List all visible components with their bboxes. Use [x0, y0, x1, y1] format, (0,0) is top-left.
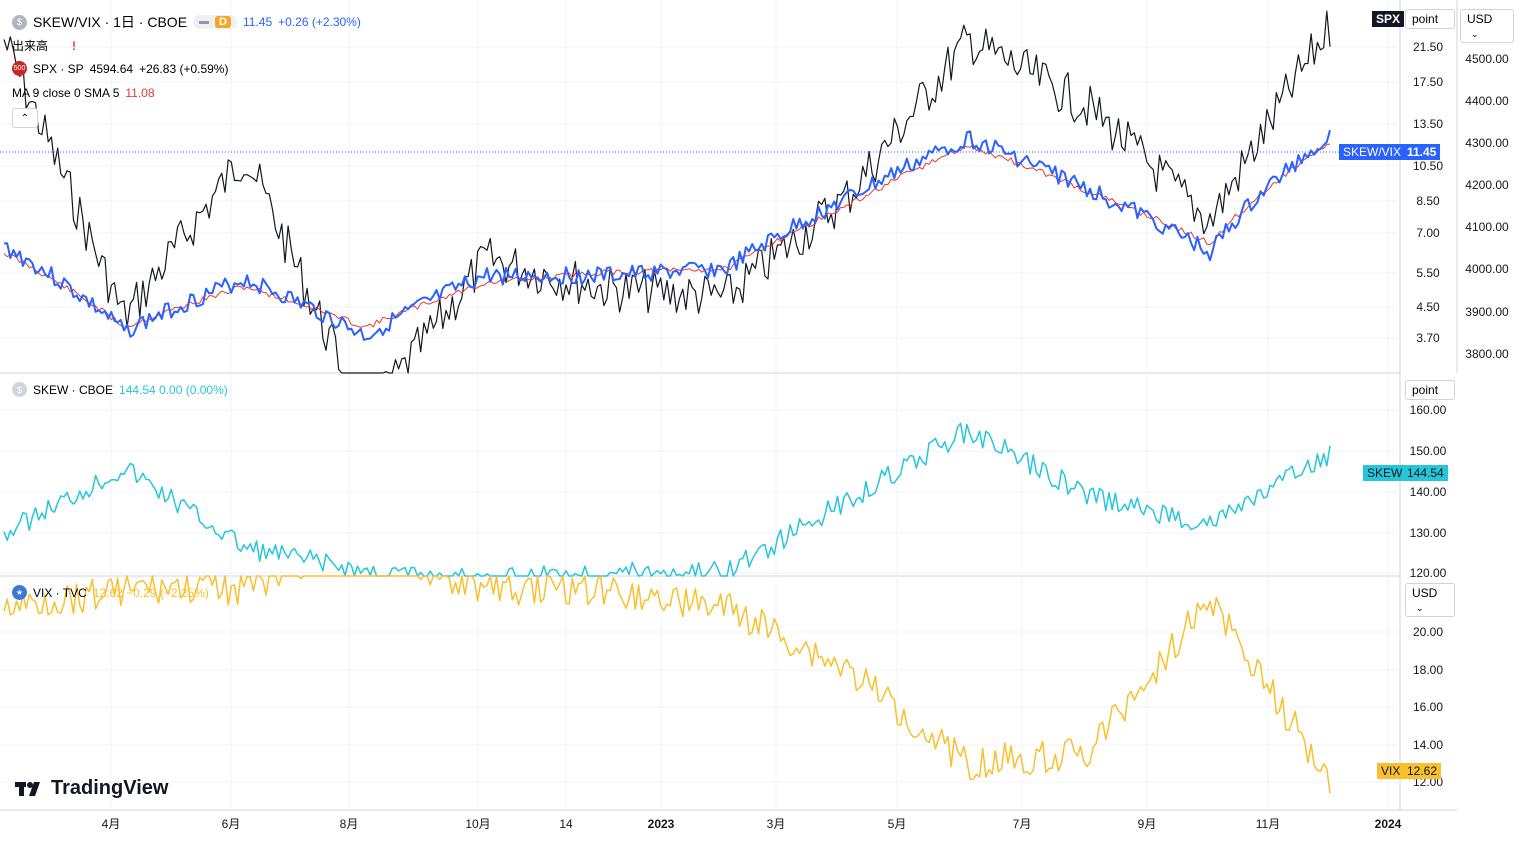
ma-legend-value: 11.08	[125, 86, 155, 100]
pane1-left-tick: 5.50	[1416, 266, 1440, 280]
vix-series-line	[3, 575, 1331, 794]
pane1-right-tick: 3900.00	[1465, 305, 1509, 319]
vix-name-label: VIX	[1377, 763, 1405, 779]
time-axis-label: 5月	[888, 817, 907, 831]
pane1-right-tick: 4200.00	[1465, 178, 1509, 192]
pane3-tick: 16.00	[1413, 700, 1443, 714]
interval-pill[interactable]: D	[193, 15, 237, 29]
pane3-tick: 18.00	[1413, 663, 1443, 677]
pane3-currency-button[interactable]: USD ⌄	[1405, 583, 1455, 617]
main-price: 11.45	[242, 15, 273, 29]
pane1-right-tick: 4300.00	[1465, 136, 1509, 150]
time-axis-label: 9月	[1138, 817, 1157, 831]
time-axis-label: 4月	[102, 817, 121, 831]
skew-value-label: 144.54	[1403, 465, 1448, 481]
pane2-tick: 160.00	[1410, 403, 1447, 417]
skew-legend-values: 144.54 0.00 (0.00%)	[119, 382, 228, 397]
time-axis-label: 11月	[1256, 817, 1280, 831]
pane1-right-tick: 4100.00	[1465, 220, 1509, 234]
pane2-scale-button[interactable]: point	[1405, 380, 1455, 400]
time-axis-label: 3月	[767, 817, 786, 831]
line-style-icon	[199, 20, 210, 24]
vix-legend-values: 12.62 −0.29 (−2.25%)	[92, 585, 209, 600]
main-legend[interactable]: $ SKEW/VIX · 1日 · CBOE D 11.45 +0.26 (+2…	[12, 12, 361, 32]
ma-series-line	[3, 143, 1331, 330]
pane1-left-tick: 17.50	[1413, 75, 1443, 89]
axis-labels: 4月 6月 8月 10月 14 2023 3月 5月 7月 9月 11月 2024 21.50 17.50…	[102, 40, 1509, 831]
symbol-dollar-icon: $	[12, 14, 27, 30]
time-axis-label: 10月	[465, 817, 490, 831]
pane2-tick: 130.00	[1410, 526, 1447, 540]
vix-value-label: 12.62	[1403, 763, 1442, 779]
tradingview-logo[interactable]: TradingView	[15, 777, 168, 800]
skew-series-line	[3, 422, 1331, 577]
tradingview-logo-icon	[15, 781, 40, 796]
pane2-tick: 150.00	[1410, 444, 1447, 458]
time-axis-label: 7月	[1013, 817, 1032, 831]
currency-label: USD	[1467, 12, 1493, 26]
us-flag-icon: ★	[12, 585, 27, 600]
time-axis-label: 14	[559, 817, 573, 831]
volume-legend[interactable]: 出来高 !	[12, 37, 76, 54]
pane3-tick: 14.00	[1413, 738, 1443, 752]
pane1-right-tick: 4500.00	[1465, 52, 1509, 66]
volume-alert-icon[interactable]: !	[72, 38, 77, 53]
pane2-tick: 140.00	[1410, 485, 1447, 499]
pane1-left-tick: 4.50	[1416, 300, 1440, 314]
volume-label: 出来高	[12, 39, 49, 53]
pane1-left-tick: 21.50	[1413, 40, 1443, 54]
pane1-left-tick: 10.50	[1413, 159, 1443, 173]
skew-name-label: SKEW	[1363, 465, 1407, 481]
chevron-up-icon: ⌃	[20, 112, 30, 124]
pane1-left-tick: 8.50	[1416, 194, 1440, 208]
series-layer	[3, 10, 1331, 794]
main-change: +0.26 (+2.30%)	[278, 15, 361, 29]
time-axis-label: 2023	[648, 817, 675, 831]
spx-legend-value: 4594.64	[89, 61, 134, 76]
time-axis-label: 6月	[222, 817, 241, 831]
pane3-currency-label: USD	[1412, 586, 1438, 600]
interval-badge: D	[215, 16, 231, 28]
pane1-right-tick: 4000.00	[1465, 262, 1509, 276]
chevron-down-icon: ⌄	[1471, 29, 1479, 39]
skewvix-name-label: SKEW/VIX	[1339, 144, 1406, 160]
spx-series-line	[3, 10, 1331, 374]
ma-legend[interactable]: MA 9 close 0 SMA 5 11.08	[12, 86, 155, 100]
pane1-left-tick: 3.70	[1416, 331, 1440, 345]
grid-lines	[0, 0, 1400, 810]
currency-button[interactable]: USD ⌄	[1460, 9, 1514, 43]
skew-legend-text: SKEW · CBOE	[33, 382, 114, 397]
vix-legend[interactable]: ★ VIX · TVC 12.62 −0.29 (−2.25%)	[12, 585, 209, 600]
skewvix-value-label: 11.45	[1403, 144, 1441, 160]
skew-legend[interactable]: $ SKEW · CBOE 144.54 0.00 (0.00%)	[12, 382, 228, 397]
chevron-down-icon: ⌄	[1416, 603, 1424, 613]
spx-legend-change: +26.83 (+0.59%)	[139, 61, 229, 76]
pane3-tick: 20.00	[1413, 625, 1443, 639]
vix-legend-text: VIX · TVC	[33, 585, 87, 600]
spx-price-label: SPX	[1372, 11, 1405, 27]
skew-dollar-icon: $	[12, 382, 27, 397]
pane1-left-tick: 13.50	[1413, 117, 1443, 131]
collapse-legend-button[interactable]: ⌃	[12, 108, 38, 128]
time-axis-label: 8月	[340, 817, 359, 831]
spx-logo-icon: 500	[12, 61, 27, 76]
main-symbol-title[interactable]: SKEW/VIX · 1日 · CBOE	[33, 14, 188, 30]
spx-legend-text: SPX · SP	[33, 61, 84, 76]
ma-legend-text: MA 9 close 0 SMA 5	[12, 86, 120, 100]
brand-name: TradingView	[51, 777, 169, 799]
pane2-tick: 120.00	[1410, 566, 1447, 580]
skewvix-series-line	[3, 129, 1331, 341]
time-axis-label: 2024	[1375, 817, 1402, 831]
spx-legend[interactable]: 500 SPX · SP 4594.64 +26.83 (+0.59%)	[12, 61, 228, 76]
pane1-right-tick: 4400.00	[1465, 94, 1509, 108]
pane1-left-tick: 7.00	[1416, 226, 1440, 240]
pane1-scale-button[interactable]: point	[1405, 9, 1455, 29]
pane1-right-tick: 3800.00	[1465, 347, 1509, 361]
